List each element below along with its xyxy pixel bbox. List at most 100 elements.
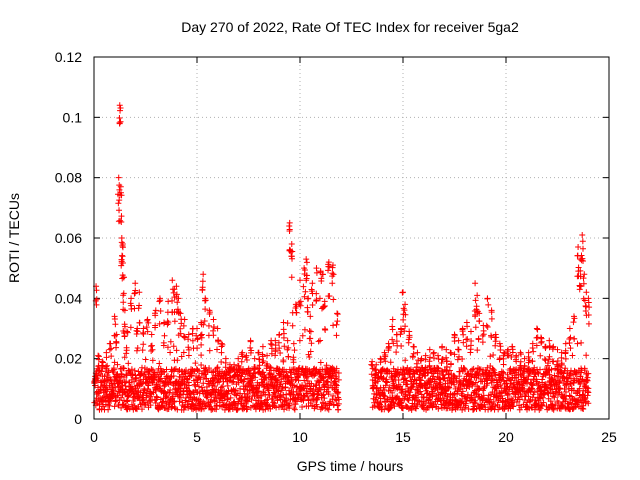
data-point-peak [549, 344, 556, 351]
data-point-peak [102, 363, 109, 370]
data-point-peak [578, 252, 585, 259]
data-point [412, 405, 419, 412]
data-point [131, 395, 138, 402]
data-point [203, 375, 210, 382]
data-point [566, 392, 573, 399]
data-point-peak [199, 278, 206, 285]
data-point [543, 385, 550, 392]
data-point-peak [108, 353, 115, 360]
data-point-peak [329, 273, 336, 280]
data-point [318, 403, 325, 410]
data-point-peak [430, 349, 437, 356]
data-point-peak [235, 355, 242, 362]
data-point [327, 399, 334, 406]
data-point [528, 404, 535, 411]
data-point [234, 406, 241, 413]
data-point [208, 369, 215, 376]
data-point-peak [455, 337, 462, 344]
data-point [551, 372, 558, 379]
data-point [479, 370, 486, 377]
data-point [417, 376, 424, 383]
data-point [549, 405, 556, 412]
data-point [151, 372, 158, 379]
data-point [390, 365, 397, 372]
data-point [120, 365, 127, 372]
data-point-peak [161, 320, 168, 327]
data-point-peak [300, 283, 307, 290]
data-point [507, 380, 514, 387]
data-point [195, 383, 202, 390]
data-point-peak [251, 355, 258, 362]
data-point [170, 399, 177, 406]
data-point [398, 399, 405, 406]
data-point [198, 384, 205, 391]
data-point [252, 397, 259, 404]
data-point [529, 385, 536, 392]
data-point-peak [447, 361, 454, 368]
data-point-peak [113, 338, 120, 345]
data-point-peak [521, 355, 528, 362]
data-point [469, 380, 476, 387]
data-point [380, 374, 387, 381]
data-point-peak [304, 295, 311, 302]
data-point-peak [488, 309, 495, 316]
data-point [263, 375, 270, 382]
data-point [330, 392, 337, 399]
data-point [478, 402, 485, 409]
data-point-peak [185, 352, 192, 359]
data-point [171, 404, 178, 411]
data-point [107, 376, 114, 383]
data-point-peak [472, 280, 479, 287]
data-point-peak [530, 348, 537, 355]
x-axis-label: GPS time / hours [297, 458, 404, 474]
data-point-peak [334, 318, 341, 325]
data-point [382, 382, 389, 389]
data-point-peak [373, 361, 380, 368]
data-point [116, 378, 123, 385]
data-point [503, 399, 510, 406]
data-point-peak [256, 356, 263, 363]
data-point-peak [268, 350, 275, 357]
data-point-peak [549, 358, 556, 365]
data-point [413, 394, 420, 401]
data-point [390, 380, 397, 387]
data-point [173, 347, 180, 354]
data-point-peak [210, 327, 217, 334]
data-point-peak [443, 346, 450, 353]
data-point-peak [124, 329, 131, 336]
data-point-peak [537, 352, 544, 359]
data-point [315, 338, 322, 345]
data-point-peak [538, 335, 545, 342]
data-point [185, 382, 192, 389]
data-point-peak [132, 280, 139, 287]
data-point [145, 382, 152, 389]
data-point-peak [173, 291, 180, 298]
data-point-peak [290, 354, 297, 361]
data-point [281, 406, 288, 413]
data-point [126, 387, 133, 394]
data-point [296, 337, 303, 344]
data-point [167, 386, 174, 393]
x-tick-label: 0 [90, 429, 98, 445]
data-point [539, 376, 546, 383]
data-point-peak [558, 361, 565, 368]
data-point [387, 359, 394, 366]
data-point-peak [272, 347, 279, 354]
data-point [224, 395, 231, 402]
data-point-peak [234, 369, 241, 376]
data-point [540, 399, 547, 406]
data-point [286, 402, 293, 409]
data-point [529, 368, 536, 375]
data-point [164, 344, 171, 351]
data-point-peak [451, 338, 458, 345]
data-point-peak [313, 297, 320, 304]
data-point-peak [517, 349, 524, 356]
data-point [335, 400, 342, 407]
data-point-peak [112, 321, 119, 328]
data-point [505, 390, 512, 397]
data-point-peak [585, 299, 592, 306]
data-point-peak [505, 352, 512, 359]
data-point [133, 374, 140, 381]
data-point [453, 375, 460, 382]
data-point-peak [189, 330, 196, 337]
